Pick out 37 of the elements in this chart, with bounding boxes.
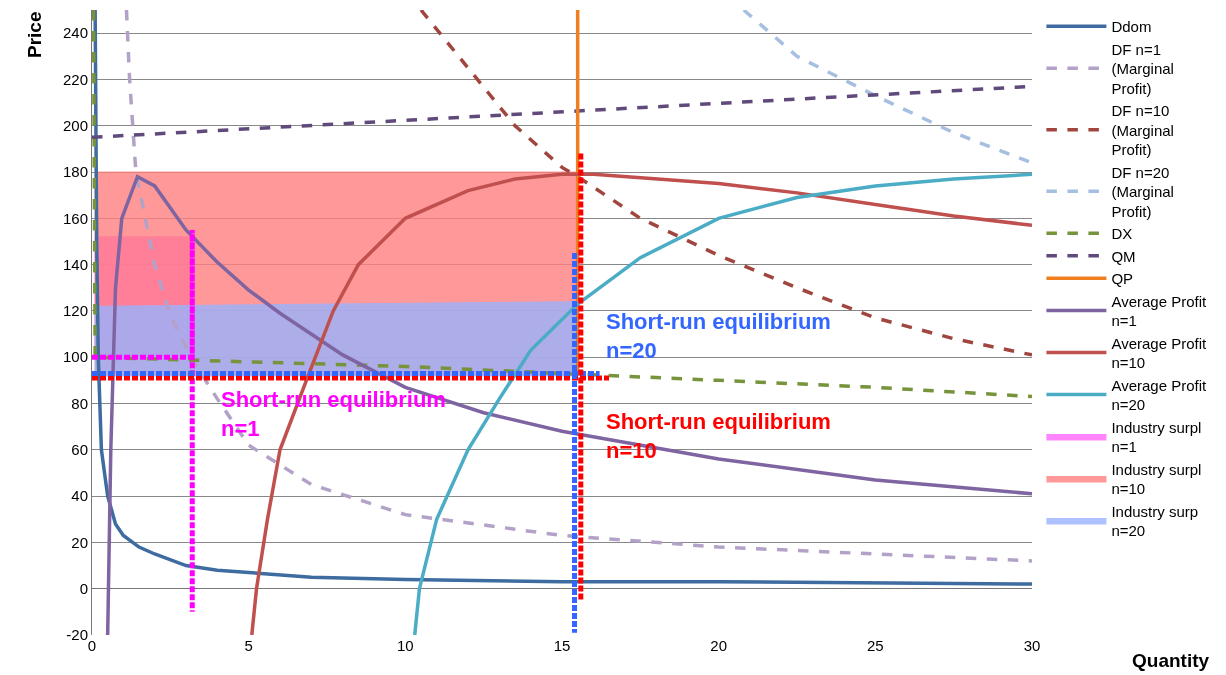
y-tick-label: 240	[62, 24, 88, 42]
legend-label: Industry surpl n=10	[1111, 460, 1202, 498]
y-tick-label: 220	[62, 70, 88, 88]
legend-label: Industry surp n=20	[1111, 502, 1199, 540]
y-tick-label: 120	[62, 302, 88, 320]
y-tick-label: 100	[62, 348, 88, 366]
legend-label: QM	[1111, 247, 1136, 265]
y-tick-label: 0	[79, 579, 88, 597]
y-tick-label: 80	[71, 394, 88, 412]
y-tick-label: -20	[66, 626, 88, 644]
y-tick-label: 20	[71, 533, 88, 551]
x-tick-label: 15	[553, 637, 571, 654]
annotation: Short-run equilibrium n=10	[606, 409, 831, 463]
legend-label: Ddom	[1111, 18, 1152, 36]
y-tick-label: 60	[71, 441, 88, 459]
legend-label: DF n=1 (Marginal Profit)	[1111, 40, 1174, 97]
annotation: Short-run equilibrium n=20	[606, 309, 831, 363]
y-axis-title: Price	[24, 11, 45, 58]
legend-label: Average Profit n=1	[1111, 292, 1208, 330]
x-axis-title: Quantity	[1132, 650, 1210, 671]
x-tick-label: 5	[244, 637, 253, 654]
legend-label: Average Profit n=10	[1111, 334, 1208, 372]
y-tick-label: 180	[62, 163, 88, 181]
y-tick-label: 140	[62, 255, 88, 273]
y-tick-label: 40	[71, 487, 88, 505]
legend-label: QP	[1111, 270, 1134, 288]
x-tick-label: 25	[866, 637, 884, 654]
x-tick-label: 10	[396, 637, 414, 654]
legend-label: DX	[1111, 225, 1133, 243]
legend-label: DF n=20 (Marginal Profit)	[1111, 163, 1174, 220]
x-tick-label: 30	[1023, 637, 1041, 654]
x-tick-label: 20	[710, 637, 728, 654]
y-tick-label: 160	[62, 209, 88, 227]
legend-label: Industry surpl n=1	[1111, 418, 1202, 456]
legend-label: DF n=10 (Marginal Profit)	[1111, 102, 1174, 159]
y-tick-label: 200	[62, 116, 88, 134]
legend-label: Average Profit n=20	[1111, 376, 1208, 414]
